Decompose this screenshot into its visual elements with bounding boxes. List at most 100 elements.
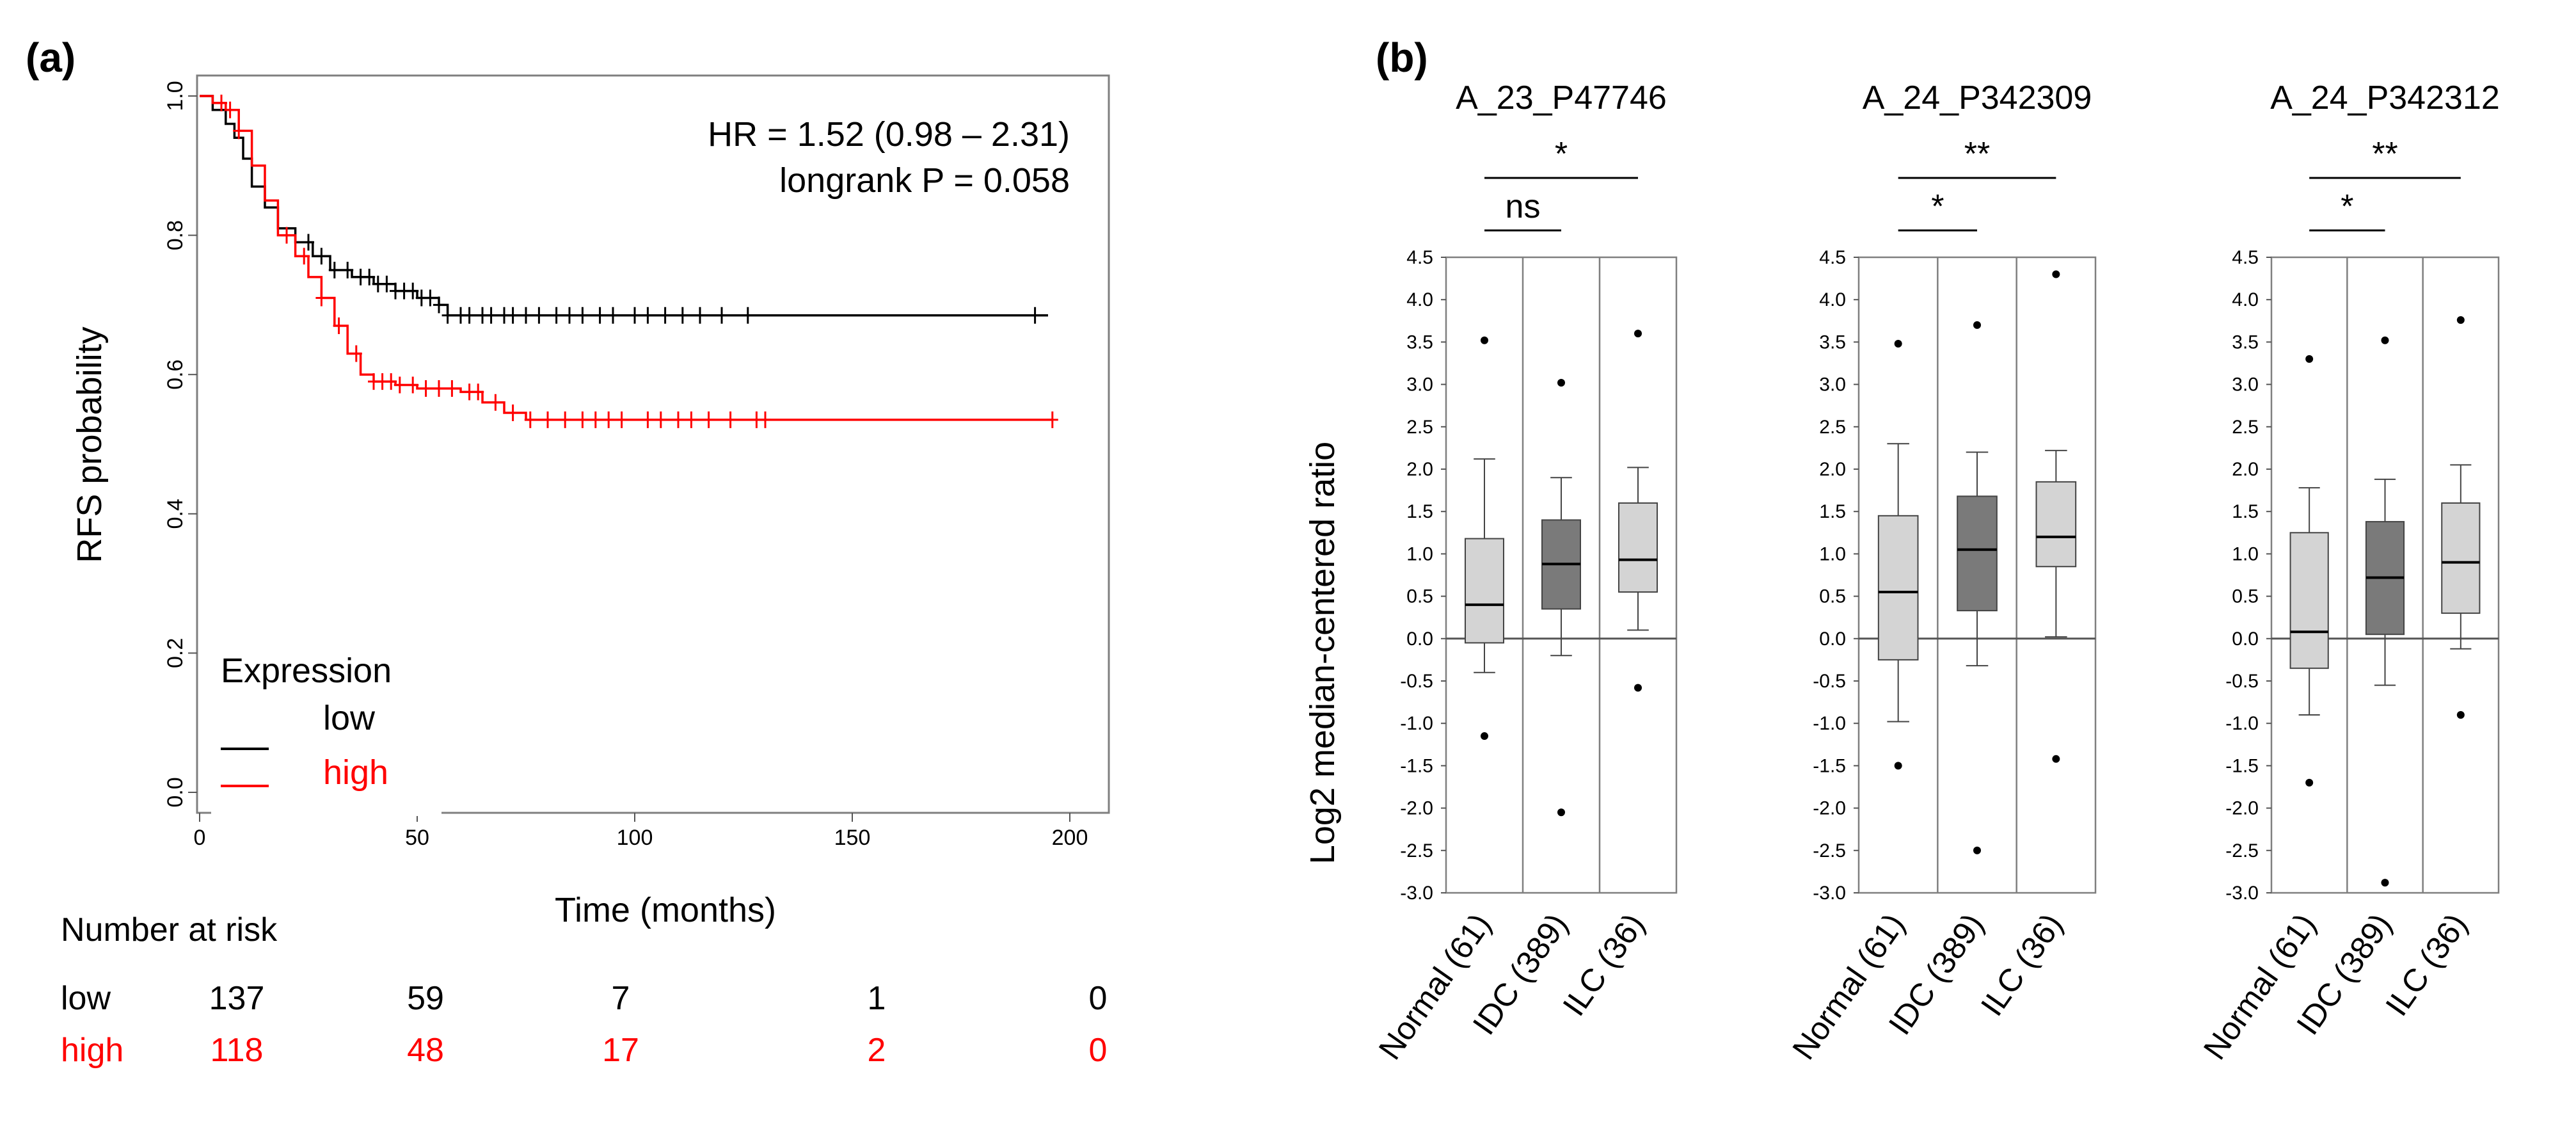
bp-y-tick-label: -3.0: [2225, 883, 2259, 904]
bp-y-tick-label: 3.0: [1819, 374, 1846, 396]
outlier-high: [1481, 336, 1488, 344]
bp-y-tick-label: -1.5: [2225, 755, 2259, 776]
km-censor-mark-low: [576, 307, 589, 324]
bp-y-tick-label: -1.0: [2225, 713, 2259, 734]
box-plot-title: A_24_P342312: [2270, 79, 2500, 116]
bp-y-tick-label: 0.5: [2232, 586, 2259, 607]
km-censor-mark-high: [333, 317, 345, 335]
km-hr-annotation: HR = 1.52 (0.98 – 2.31): [708, 115, 1070, 154]
bp-y-tick-label: 1.0: [1819, 543, 1846, 564]
km-censor-mark-high: [524, 411, 536, 428]
km-censor-mark-high: [394, 376, 406, 394]
iqr-box: [1877, 515, 1919, 661]
km-censor-mark-low: [463, 307, 475, 324]
risk-cell-high: 118: [211, 1032, 264, 1069]
km-censor-mark-low: [676, 307, 688, 324]
bp-y-tick-label: 1.5: [2232, 501, 2259, 522]
km-xlabel: Time (months): [555, 891, 776, 929]
bp-y-tick-label: 0.0: [1406, 629, 1433, 650]
km-x-tick-label: 0: [194, 826, 206, 850]
km-censor-mark-low: [315, 248, 328, 265]
km-censor-mark-high: [433, 380, 445, 397]
bp-y-tick-label: -1.0: [1400, 713, 1433, 734]
km-censor-mark-low: [533, 307, 545, 324]
bp-y-tick-label: -1.0: [1813, 713, 1846, 734]
category-label: Normal (61): [1372, 907, 1498, 1066]
bp-y-tick-label: 4.5: [1406, 247, 1433, 268]
bp-y-tick-label: -1.5: [1813, 755, 1846, 776]
box-plot-panels: 4.5 4.0 3.5 3.0 2.5 2.0 1.5 1.0 0.5 0.0 -0.5 -1.0 -1…: [1372, 79, 2500, 1066]
iqr-box: [1465, 538, 1504, 644]
outlier-low: [2456, 710, 2465, 719]
km-censor-mark-low: [520, 307, 532, 324]
outlier-high: [1634, 330, 1642, 338]
bp-y-tick-label: 0.5: [1406, 586, 1433, 607]
bp-y-tick-label: 4.5: [1819, 247, 1846, 268]
km-p-annotation: longrank P = 0.058: [779, 161, 1070, 200]
bp-y-tick-label: 2.5: [1819, 417, 1846, 438]
km-legend-high: high: [323, 753, 388, 792]
outlier-low: [1973, 846, 1981, 854]
outlier-low: [2305, 778, 2314, 787]
outlier-low: [1894, 762, 1902, 770]
bp-y-tick-label: 4.5: [2232, 247, 2259, 268]
km-legend-title: Expression: [221, 652, 392, 690]
box-plot-3: 4.5 4.0 3.5 3.0 2.5 2.0 1.5 1.0 0.5 0.0 -0.5 -1.0 -1…: [2197, 79, 2500, 1066]
box-plot-frame: [2270, 256, 2500, 894]
km-censor-mark-high: [315, 289, 328, 307]
outlier-low: [1634, 684, 1642, 692]
bp-y-tick-label: -2.5: [2225, 840, 2259, 861]
km-censor-mark-high: [281, 227, 292, 244]
risk-table-title: Number at risk: [61, 911, 278, 949]
outlier-high: [2456, 316, 2465, 324]
km-y-tick-label: 0.4: [163, 499, 187, 529]
km-censor-mark-high: [350, 345, 362, 362]
bp-y-tick-label: -1.5: [1400, 755, 1433, 776]
km-censor-mark-high: [576, 411, 589, 428]
km-y-tick-label: 0.2: [163, 638, 187, 668]
km-censor-mark-low: [485, 307, 497, 324]
km-censor-mark-low: [607, 307, 619, 324]
km-censor-mark-low: [441, 307, 454, 324]
km-censor-mark-low: [1029, 307, 1041, 324]
km-censor-mark-low: [716, 307, 727, 324]
bp-y-tick-label: -0.5: [2225, 671, 2259, 692]
km-legend-low: low: [323, 699, 376, 737]
km-censor-mark-high: [407, 376, 419, 394]
km-y-tick-label: 0.0: [163, 777, 187, 807]
risk-cell-low: 0: [1089, 980, 1108, 1017]
iqr-box: [1957, 495, 1998, 612]
km-censor-mark-high: [224, 101, 236, 118]
outlier-high: [2305, 355, 2314, 363]
sig-label-normal-idc: *: [1931, 188, 1944, 225]
outlier-low: [1557, 808, 1565, 817]
category-label: Normal (61): [2197, 907, 2323, 1066]
km-x-tick-label: 50: [405, 826, 429, 850]
bp-y-tick-label: 3.5: [1406, 332, 1433, 353]
sig-label-normal-ilc: **: [2372, 136, 2397, 173]
km-censor-mark-high: [724, 411, 736, 428]
km-censor-mark-high: [298, 248, 310, 265]
km-censor-mark-high: [616, 411, 628, 428]
km-censor-mark-high: [559, 411, 571, 428]
km-censor-mark-high: [446, 380, 458, 397]
risk-cell-high: 0: [1089, 1032, 1108, 1069]
km-censor-mark-low: [424, 289, 436, 307]
outlier-low: [2381, 879, 2389, 887]
bp-y-tick-label: -2.5: [1813, 840, 1846, 861]
km-censor-mark-low: [433, 296, 445, 314]
risk-cell-low: 59: [407, 980, 444, 1017]
bp-y-tick-label: 2.0: [1819, 459, 1846, 480]
category-label: ILC (36): [1974, 907, 2069, 1022]
km-censor-mark-high: [759, 411, 771, 428]
km-censor-mark-low: [328, 262, 340, 278]
km-censor-mark-high: [1046, 411, 1058, 428]
km-censor-mark-high: [542, 411, 553, 428]
km-censor-mark-low: [363, 268, 376, 285]
km-censor-mark-low: [303, 234, 314, 251]
bp-y-tick-label: -3.0: [1400, 883, 1433, 904]
category-label: ILC (36): [1556, 907, 1651, 1022]
bp-y-tick-label: -3.0: [1813, 883, 1846, 904]
outlier-high: [1894, 340, 1902, 348]
km-censor-marks: [216, 94, 1058, 428]
